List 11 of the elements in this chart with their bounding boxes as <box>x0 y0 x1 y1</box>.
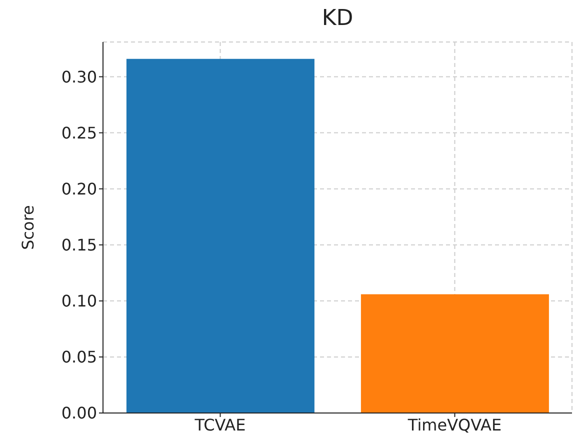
y-tick-label: 0.05 <box>61 348 97 367</box>
y-tick-label: 0.25 <box>61 123 97 142</box>
y-tick-label: 0.30 <box>61 67 97 86</box>
y-tick-label: 0.15 <box>61 236 97 255</box>
y-tick-label: 0.20 <box>61 180 97 199</box>
x-tick-label: TimeVQVAE <box>406 415 502 434</box>
y-tick-label: 0.00 <box>61 404 97 423</box>
x-tick-label: TCVAE <box>194 415 246 434</box>
chart-title: KD <box>320 6 354 31</box>
y-axis-title: Score <box>18 205 38 250</box>
y-tick-label: 0.10 <box>61 292 97 311</box>
